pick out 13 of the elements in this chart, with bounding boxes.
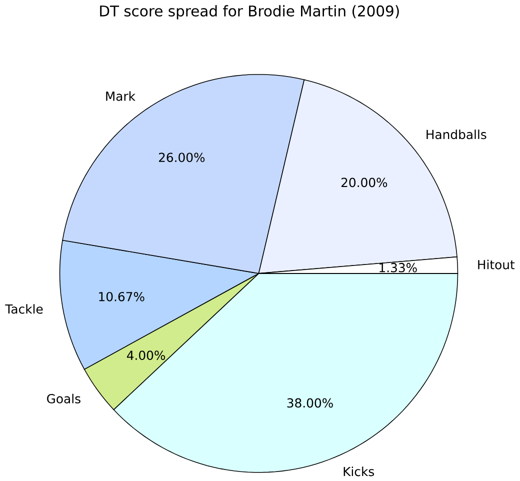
chart-title: DT score spread for Brodie Martin (2009): [100, 4, 399, 20]
slice-label: Kicks: [344, 466, 374, 476]
slice-label: Tackle: [5, 304, 43, 314]
data-label: 10.67%: [99, 292, 144, 302]
slice-label: Hitout: [478, 260, 515, 270]
data-label: 4.00%: [126, 350, 166, 360]
data-label: 38.00%: [287, 398, 333, 408]
data-label: 26.00%: [158, 152, 205, 162]
slice-label: Goals: [47, 394, 80, 404]
slice-label: Mark: [106, 91, 136, 101]
data-label: 20.00%: [341, 178, 388, 187]
slice-label: Handballs: [426, 129, 486, 139]
data-label: 1.33%: [380, 262, 417, 272]
